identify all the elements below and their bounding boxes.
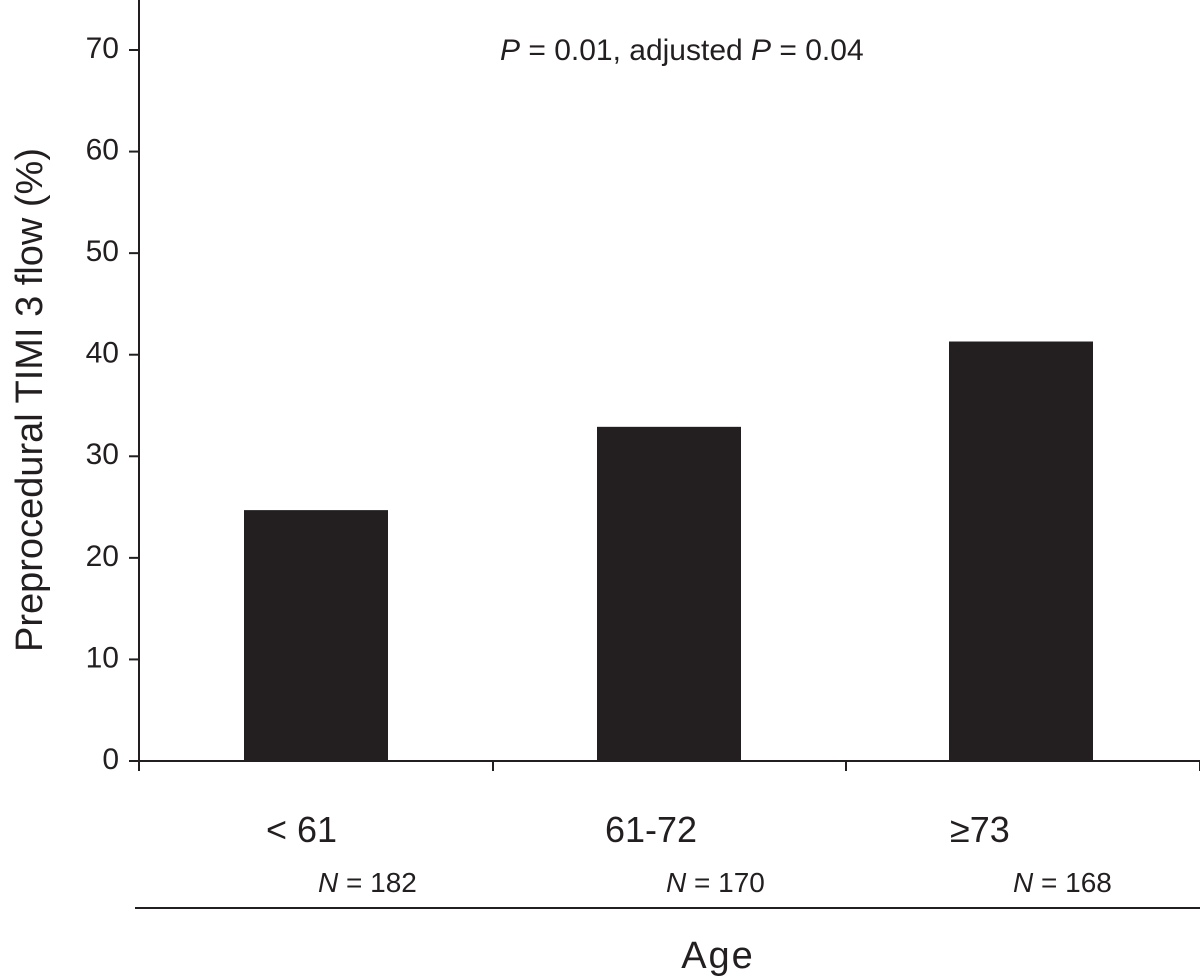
- y-tick-label: 30: [86, 438, 119, 471]
- bar-3: [949, 341, 1093, 761]
- category-label: < 61: [266, 809, 337, 850]
- p-value-annotation: P = 0.01, adjusted P = 0.04: [500, 34, 864, 67]
- category-label: ≥73: [950, 809, 1010, 850]
- y-tick-label: 20: [86, 540, 119, 573]
- y-axis-label: Preprocedural TIMI 3 flow (%): [9, 148, 51, 652]
- y-tick-label: 0: [102, 743, 119, 776]
- bar-2: [597, 426, 741, 761]
- y-tick-label: 50: [86, 235, 119, 268]
- category-labels: < 61 N = 182 61-72 N = 170 ≥73N = 168: [266, 809, 1112, 898]
- bars: [244, 341, 1093, 761]
- y-tick-label: 60: [86, 133, 119, 166]
- category-label: 61-72: [605, 809, 697, 850]
- category-n-label: N = 170: [666, 867, 765, 898]
- y-ticks: 0 10 20 30 40 50 60 70: [86, 32, 139, 776]
- bar-1: [244, 510, 388, 761]
- category-n-label: N = 168: [1013, 867, 1112, 898]
- y-tick-label: 40: [86, 337, 119, 370]
- category-n-label: N = 182: [318, 867, 417, 898]
- y-tick-label: 70: [86, 32, 119, 65]
- x-axis-label: Age: [681, 935, 755, 977]
- x-ticks: [138, 761, 1200, 771]
- y-tick-label: 10: [86, 641, 119, 674]
